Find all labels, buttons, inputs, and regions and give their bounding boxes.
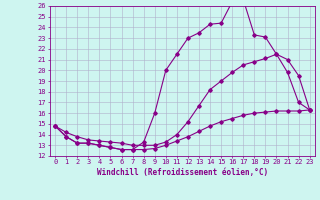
X-axis label: Windchill (Refroidissement éolien,°C): Windchill (Refroidissement éolien,°C) xyxy=(97,168,268,177)
